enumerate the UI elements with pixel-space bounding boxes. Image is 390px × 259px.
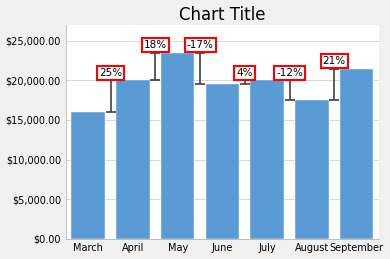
Bar — [340, 69, 374, 239]
Bar — [161, 53, 195, 239]
Bar — [250, 81, 284, 239]
Bar — [71, 112, 105, 239]
Bar — [295, 100, 329, 239]
Text: 21%: 21% — [323, 56, 346, 66]
Bar — [206, 84, 239, 239]
Text: 25%: 25% — [99, 68, 122, 78]
Text: 4%: 4% — [237, 68, 253, 78]
Text: -12%: -12% — [276, 68, 303, 78]
Text: 18%: 18% — [144, 40, 167, 51]
Bar — [116, 81, 150, 239]
Text: -17%: -17% — [186, 40, 213, 51]
Title: Chart Title: Chart Title — [179, 5, 266, 24]
